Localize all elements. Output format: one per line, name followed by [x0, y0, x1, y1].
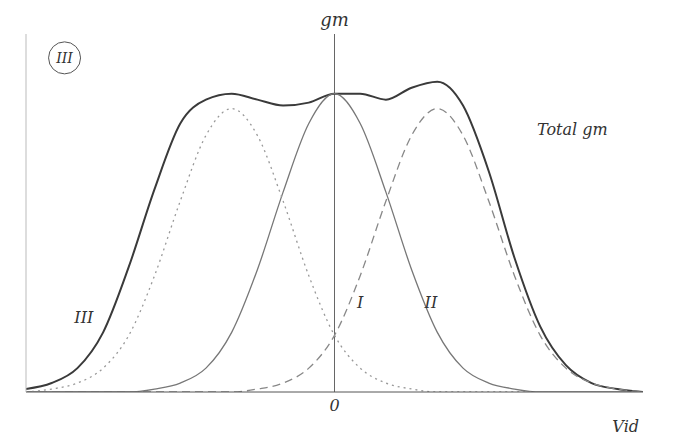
- svg-text:Total gm: Total gm: [537, 120, 608, 139]
- svg-text:gm: gm: [320, 9, 349, 30]
- svg-text:II: II: [424, 293, 438, 312]
- svg-text:III: III: [73, 308, 94, 327]
- svg-text:Vid: Vid: [612, 417, 639, 436]
- svg-text:0: 0: [329, 396, 339, 415]
- svg-text:III: III: [55, 50, 73, 66]
- svg-text:I: I: [356, 293, 364, 312]
